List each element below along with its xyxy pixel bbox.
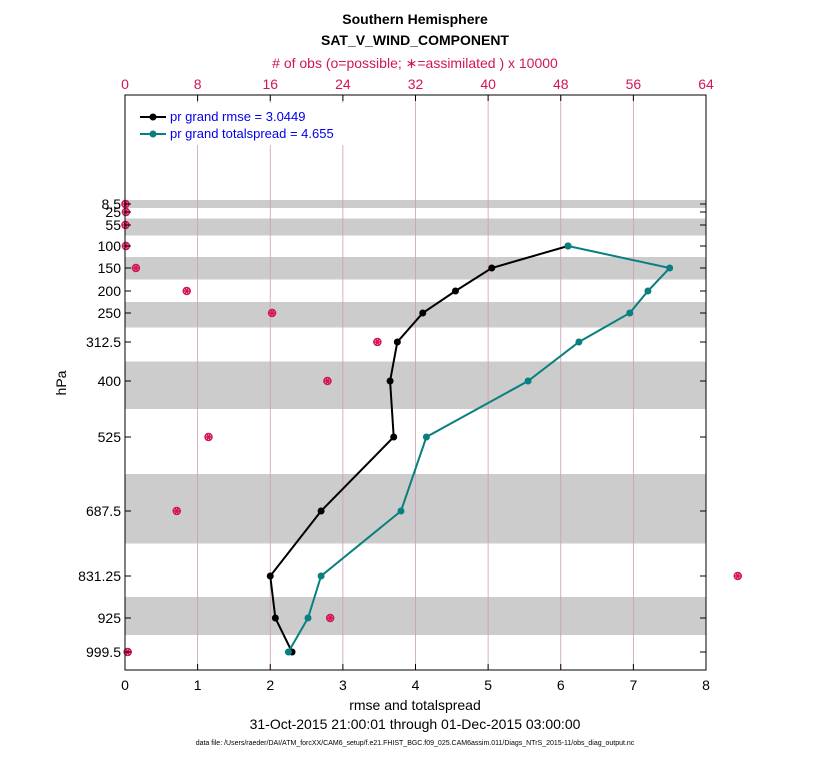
totalspread-point bbox=[564, 242, 572, 250]
x-tick-label: 0 bbox=[121, 677, 129, 693]
totalspread-point bbox=[397, 507, 405, 515]
x-tick-label: 8 bbox=[702, 677, 710, 693]
level-label: 8.5 bbox=[102, 196, 122, 212]
top-tick-label: 64 bbox=[698, 76, 714, 92]
top-tick-label: 8 bbox=[194, 76, 202, 92]
date-range: 31-Oct-2015 21:00:01 through 01-Dec-2015… bbox=[250, 716, 581, 732]
totalspread-point bbox=[284, 648, 292, 656]
obs-assimilated-marker bbox=[204, 433, 213, 441]
top-tick-label: 32 bbox=[408, 76, 424, 92]
level-label: 55 bbox=[105, 217, 121, 233]
legend-rmse-label: pr grand rmse = 3.0449 bbox=[170, 109, 306, 124]
top-tick-label: 0 bbox=[121, 76, 129, 92]
data-file-path: data file: /Users/raeder/DAI/ATM_forcXX/… bbox=[196, 740, 635, 747]
asterisk-stroke bbox=[184, 287, 190, 295]
totalspread-point bbox=[317, 572, 325, 580]
level-label: 250 bbox=[98, 305, 122, 321]
rmse-point bbox=[317, 507, 325, 515]
asterisk-stroke bbox=[205, 433, 212, 441]
x-axis-label: rmse and totalspread bbox=[349, 697, 481, 713]
asterisk-stroke bbox=[327, 614, 333, 622]
axis-ticks bbox=[124, 95, 707, 670]
top-tick-label: 16 bbox=[262, 76, 278, 92]
top-tick-label: 40 bbox=[480, 76, 496, 92]
x-tick-label: 5 bbox=[484, 677, 492, 693]
x-tick-label: 7 bbox=[629, 677, 637, 693]
obs-assimilated-marker bbox=[172, 507, 181, 515]
totalspread-point bbox=[304, 614, 312, 622]
rmse-point bbox=[393, 338, 401, 346]
rmse-point bbox=[390, 433, 398, 441]
asterisk-stroke bbox=[174, 507, 180, 515]
top-tick-label: 48 bbox=[553, 76, 569, 92]
level-label: 150 bbox=[98, 260, 122, 276]
chart-subtitle: SAT_V_WIND_COMPONENT bbox=[321, 32, 509, 48]
series-layer bbox=[266, 242, 674, 656]
level-label: 999.5 bbox=[86, 644, 121, 660]
x-tick-label: 4 bbox=[412, 677, 420, 693]
obs-assimilated-marker bbox=[182, 287, 191, 295]
obs-assimilated-marker bbox=[323, 377, 332, 385]
obs-assimilated-marker bbox=[733, 572, 742, 580]
bottom-tick-labels: 0 1 2 3 4 5 6 7 8 bbox=[121, 677, 710, 693]
asterisk-stroke bbox=[269, 309, 275, 317]
rmse-point bbox=[419, 309, 427, 317]
top-tick-label: 24 bbox=[335, 76, 351, 92]
x-tick-label: 3 bbox=[339, 677, 347, 693]
totalspread-point bbox=[626, 309, 634, 317]
top-axis-label: # of obs (o=possible; ∗=assimilated ) x … bbox=[272, 55, 558, 71]
asterisk-stroke bbox=[133, 264, 139, 272]
rmse-point bbox=[488, 264, 496, 272]
legend: pr grand rmse = 3.0449 pr grand totalspr… bbox=[133, 103, 361, 145]
top-tick-label: 56 bbox=[626, 76, 642, 92]
obs-assimilated-marker bbox=[326, 614, 335, 622]
x-tick-label: 2 bbox=[266, 677, 274, 693]
rmse-point bbox=[451, 287, 459, 295]
legend-rmse-marker bbox=[149, 113, 157, 121]
level-label: 100 bbox=[98, 238, 122, 254]
level-label: 525 bbox=[98, 429, 122, 445]
x-tick-label: 1 bbox=[194, 677, 202, 693]
totalspread-point bbox=[666, 264, 674, 272]
obs-assimilated-marker bbox=[131, 264, 140, 272]
level-label: 831.25 bbox=[78, 568, 121, 584]
asterisk-stroke bbox=[374, 338, 381, 346]
chart-title: Southern Hemisphere bbox=[342, 11, 488, 27]
x-tick-label: 6 bbox=[557, 677, 565, 693]
rmse-point bbox=[386, 377, 394, 385]
y-axis-label: hPa bbox=[53, 370, 69, 395]
level-label: 400 bbox=[98, 373, 122, 389]
top-tick-labels: 0 8 16 24 32 40 48 56 64 bbox=[121, 76, 714, 92]
level-label: 312.5 bbox=[86, 334, 121, 350]
level-label: 687.5 bbox=[86, 503, 121, 519]
obs-assimilated-marker bbox=[373, 338, 382, 346]
rmse-point bbox=[266, 572, 274, 580]
level-label: 200 bbox=[98, 283, 122, 299]
totalspread-point bbox=[644, 287, 652, 295]
asterisk-stroke bbox=[735, 572, 741, 580]
legend-spread-marker bbox=[149, 130, 157, 138]
level-label: 925 bbox=[98, 610, 122, 626]
asterisk-stroke bbox=[324, 377, 331, 385]
level-label: 25 bbox=[105, 204, 121, 220]
totalspread-point bbox=[524, 377, 532, 385]
totalspread-point bbox=[422, 433, 430, 441]
totalspread-point bbox=[575, 338, 583, 346]
rmse-point bbox=[271, 614, 279, 622]
obs-assimilated-marker bbox=[268, 309, 277, 317]
legend-spread-label: pr grand totalspread = 4.655 bbox=[170, 126, 334, 141]
legend-box bbox=[133, 103, 361, 145]
